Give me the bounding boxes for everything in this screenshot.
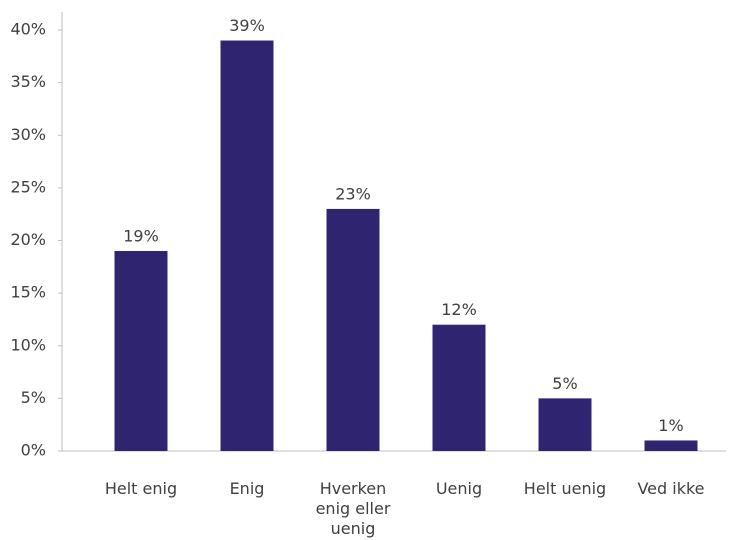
bar [326,208,380,451]
y-tick-label: 15% [10,283,46,302]
x-tick-label: Helt uenig [523,479,607,498]
y-tick-label: 20% [10,230,46,249]
y-tick-label: 40% [10,20,46,39]
x-tick-label: Ved ikke [637,479,705,498]
y-tick-label: 35% [10,72,46,91]
x-tick-label: Uenig [435,479,483,498]
bar [114,251,168,451]
x-tick-label: Hverken enig eller uenig [315,479,391,538]
data-label: 1% [658,416,683,435]
x-tick-label: Enig [229,479,265,498]
data-label: 12% [441,300,477,319]
data-label: 39% [229,16,265,35]
y-tick-label: 0% [21,441,46,460]
bar [432,324,486,451]
data-label: 5% [552,374,577,393]
data-label: 23% [335,184,371,203]
y-tick-label: 25% [10,177,46,196]
y-tick-label: 5% [21,388,46,407]
y-tick-label: 30% [10,125,46,144]
y-tick-label: 10% [10,335,46,354]
bar [644,440,698,451]
bar [538,398,592,451]
bar [220,40,274,452]
x-tick-label: Helt enig [104,479,178,498]
data-label: 19% [123,227,159,246]
